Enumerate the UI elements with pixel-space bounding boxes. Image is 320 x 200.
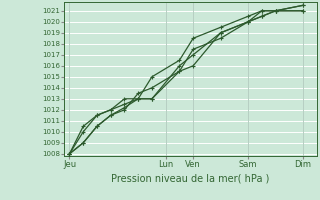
X-axis label: Pression niveau de la mer( hPa ): Pression niveau de la mer( hPa ) xyxy=(111,173,269,183)
